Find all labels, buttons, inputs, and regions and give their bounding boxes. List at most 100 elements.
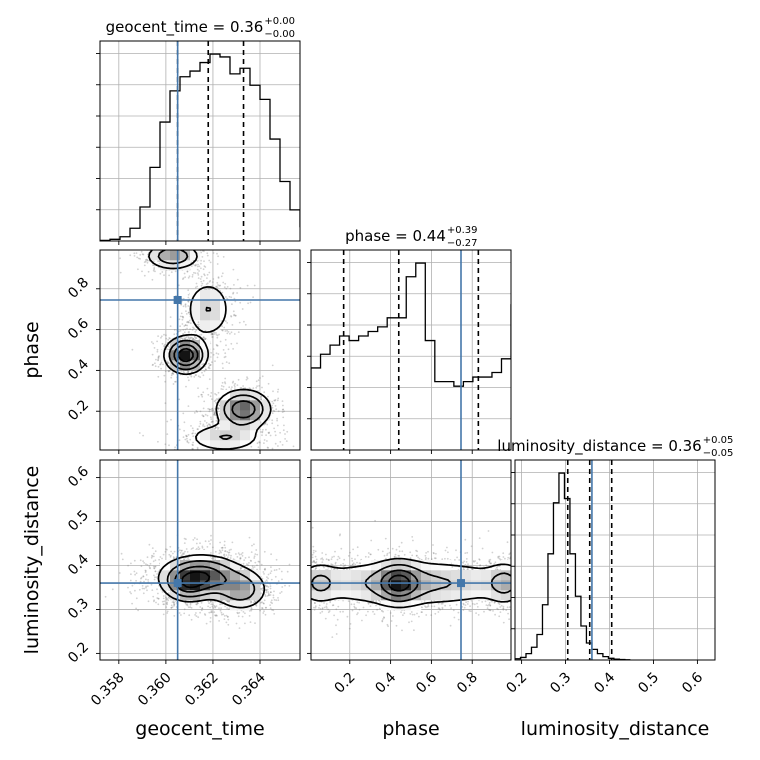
sample-point: [252, 296, 255, 299]
sample-point: [186, 604, 189, 607]
sample-point: [175, 242, 177, 244]
sample-point: [222, 385, 225, 388]
title-main: luminosity_distance = 0.36: [497, 437, 701, 456]
sample-point: [185, 434, 187, 437]
sample-point: [165, 606, 168, 608]
sample-point: [215, 332, 217, 334]
sample-point: [166, 603, 169, 606]
sample-point: [160, 336, 162, 339]
sample-point: [210, 428, 213, 430]
sample-point: [195, 612, 197, 614]
sample-point: [182, 337, 184, 340]
panel-content: [119, 242, 300, 458]
sample-point: [171, 247, 173, 249]
sample-point: [205, 456, 207, 458]
sample-point: [201, 256, 204, 258]
sample-point: [214, 414, 217, 417]
sample-point: [253, 566, 256, 568]
sample-point: [268, 594, 270, 597]
sample-point: [200, 267, 202, 270]
density-cell: [220, 440, 231, 450]
density-cell: [230, 440, 241, 450]
sample-point: [182, 316, 185, 319]
sample-point: [261, 587, 264, 590]
sample-point: [234, 386, 236, 388]
sample-point: [193, 376, 196, 378]
sample-point: [233, 284, 235, 286]
sample-point: [170, 374, 173, 377]
sample-point: [191, 369, 194, 372]
sample-point: [226, 329, 229, 332]
sample-point: [189, 438, 192, 441]
sample-point: [156, 597, 159, 599]
sample-point: [175, 380, 177, 383]
sample-point: [156, 350, 159, 353]
sample-point: [279, 431, 281, 434]
sample-point: [179, 315, 182, 318]
sample-point: [225, 554, 228, 556]
sample-point: [275, 569, 278, 571]
sample-point: [277, 580, 280, 582]
sample-point: [192, 448, 194, 450]
density-cell: [160, 250, 171, 261]
sample-point: [166, 610, 169, 613]
sample-point: [220, 611, 223, 614]
sample-point: [180, 303, 183, 306]
sample-point: [206, 424, 209, 427]
sample-point: [261, 430, 264, 433]
sample-point: [153, 578, 156, 581]
sample-point: [227, 348, 230, 351]
sample-point: [250, 451, 252, 453]
sample-point: [213, 428, 216, 430]
sample-point: [244, 622, 246, 625]
hist-title-geocent_time: geocent_time = 0.36 +0.00−0.00: [106, 16, 295, 40]
sample-point: [153, 567, 156, 570]
sample-point: [226, 600, 229, 603]
sample-point: [225, 361, 228, 363]
sample-point: [213, 414, 216, 416]
sample-point: [208, 602, 211, 605]
sample-point: [202, 423, 205, 426]
sample-point: [285, 440, 288, 442]
sample-point: [191, 328, 194, 331]
sample-point: [193, 336, 196, 338]
sample-point: [222, 349, 225, 351]
sample-point: [151, 547, 154, 549]
sample-point: [208, 287, 211, 290]
panel-2d-phase-vs-geocent_time: 0.20.40.60.8: [65, 242, 301, 458]
sample-point: [220, 551, 223, 554]
sample-point: [201, 282, 204, 285]
sample-point: [154, 559, 157, 562]
sample-point: [135, 579, 138, 582]
sample-point: [162, 597, 165, 600]
sample-point: [183, 552, 185, 555]
contour-line: [173, 343, 256, 419]
sample-point: [197, 395, 200, 398]
sample-point: [271, 455, 273, 457]
sample-point: [152, 260, 155, 263]
sample-point: [219, 550, 222, 553]
sample-point: [196, 538, 199, 541]
sample-point: [163, 343, 166, 346]
sample-point: [171, 242, 173, 244]
sample-point: [196, 268, 199, 271]
sample-point: [212, 603, 214, 606]
sample-point: [180, 555, 183, 557]
sample-point: [139, 258, 142, 260]
sample-point: [243, 559, 246, 561]
sample-point: [267, 447, 269, 449]
sample-point: [187, 606, 190, 609]
sample-point: [173, 603, 176, 606]
sample-point: [142, 253, 145, 256]
sample-point: [273, 410, 276, 413]
sample-point: [210, 333, 213, 336]
sample-point: [146, 259, 149, 261]
sample-point: [152, 595, 155, 598]
sample-point: [179, 329, 182, 332]
sample-point: [201, 414, 204, 417]
sample-point: [207, 288, 210, 290]
density-cell: [230, 420, 241, 431]
sample-point: [202, 279, 205, 282]
sample-point: [153, 268, 156, 271]
sample-point: [249, 559, 252, 562]
